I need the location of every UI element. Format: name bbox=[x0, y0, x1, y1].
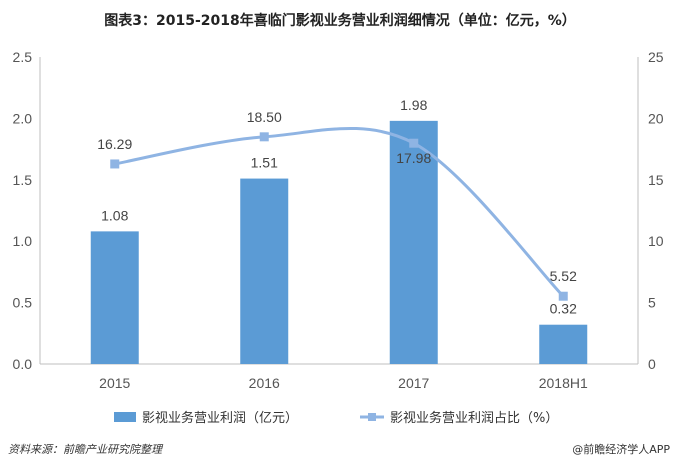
y-left-tick-label: 1.5 bbox=[13, 172, 33, 188]
line-value-label: 16.29 bbox=[97, 136, 132, 152]
y-left-tick-label: 2.0 bbox=[13, 110, 33, 126]
bar-series bbox=[90, 120, 588, 364]
bar-value-label: 0.32 bbox=[550, 301, 577, 317]
x-tick-label: 2018H1 bbox=[539, 375, 588, 391]
line-point-marker bbox=[110, 159, 120, 169]
y-right-tick-label: 5 bbox=[648, 295, 656, 311]
y-left-tick-label: 0.0 bbox=[13, 356, 33, 372]
bar bbox=[389, 120, 438, 364]
x-tick-label: 2017 bbox=[398, 375, 429, 391]
legend-swatch-marker bbox=[368, 413, 376, 421]
line-value-label: 17.98 bbox=[396, 150, 431, 166]
bar-value-label: 1.08 bbox=[101, 207, 128, 223]
x-tick-label: 2015 bbox=[99, 375, 130, 391]
brand-watermark: @前瞻经济学人APP bbox=[572, 443, 670, 456]
source-note: 资料来源：前瞻产业研究院整理 bbox=[8, 443, 162, 456]
y-right-tick-label: 25 bbox=[648, 49, 664, 65]
data-labels: 1.08 1.51 1.98 0.32 16.29 18.50 17.98 5.52 bbox=[97, 97, 577, 317]
legend-swatch-bar bbox=[114, 412, 136, 422]
legend-label-line: 影视业务营业利润占比（%） bbox=[390, 410, 558, 426]
y-right-tick-label: 10 bbox=[648, 233, 664, 249]
line-point-marker bbox=[259, 132, 269, 142]
chart-title: 图表3：2015-2018年喜临门影视业务营业利润细情况（单位：亿元，%） bbox=[104, 13, 576, 29]
x-tick-label: 2016 bbox=[249, 375, 280, 391]
axes: 0.0 0.5 1.0 1.5 2.0 2.5 0 5 10 15 20 25 2015 2016 2017… bbox=[13, 49, 664, 391]
bar bbox=[90, 231, 139, 364]
y-right-tick-label: 0 bbox=[648, 356, 656, 372]
line-point-marker bbox=[409, 138, 419, 148]
y-left-tick-label: 0.5 bbox=[13, 295, 33, 311]
legend-label-bar: 影视业务营业利润（亿元） bbox=[142, 410, 298, 426]
line-series-path bbox=[114, 127, 565, 298]
y-left-tick-label: 1.0 bbox=[13, 233, 33, 249]
line-value-label: 18.50 bbox=[247, 109, 282, 125]
line-value-label: 5.52 bbox=[550, 268, 577, 284]
y-right-tick-label: 20 bbox=[648, 110, 664, 126]
y-right-tick-label: 15 bbox=[648, 172, 664, 188]
line-point-marker bbox=[558, 291, 568, 301]
y-left-tick-label: 2.5 bbox=[13, 49, 33, 65]
legend: 影视业务营业利润（亿元） 影视业务营业利润占比（%） bbox=[114, 410, 558, 426]
bar-value-label: 1.98 bbox=[400, 97, 427, 113]
bar bbox=[240, 178, 289, 364]
line-series bbox=[110, 127, 568, 301]
bar bbox=[539, 324, 588, 364]
bar-value-label: 1.51 bbox=[251, 155, 278, 171]
